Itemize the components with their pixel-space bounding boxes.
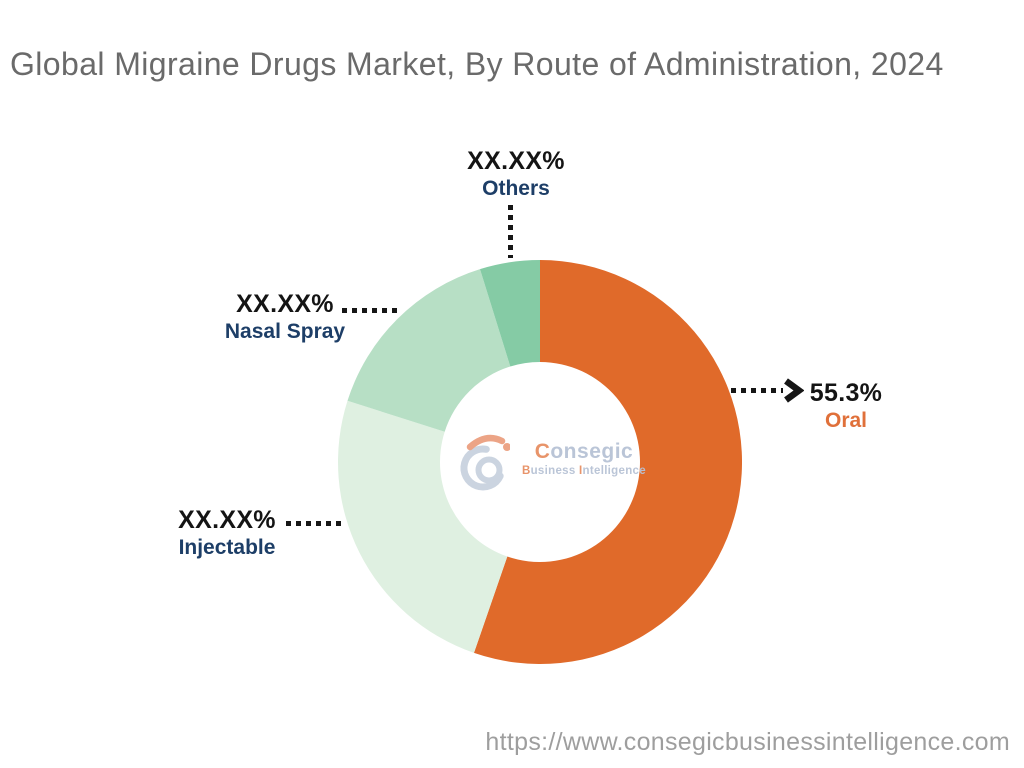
donut-segment-others [480,260,540,367]
donut-chart [338,260,742,664]
injectable-percentage: XX.XX% [178,506,276,534]
injectable-callout: XX.XX% Injectable [147,507,307,560]
oral-callout: 55.3% Oral [766,380,926,433]
donut-segment-injectable [338,400,508,653]
nasal-spray-percentage: XX.XX% [236,290,334,318]
oral-leader-line [731,388,783,393]
consegic-logo-icon [460,434,510,491]
nasal-spray-leader-line [342,308,398,313]
oral-percentage: 55.3% [809,379,883,407]
donut-segment-nasal-spray [347,269,511,432]
others-leader-line [508,205,513,258]
watermark-brand: Consegic [534,440,634,463]
injectable-leader-line [286,521,343,526]
others-callout: XX.XX% Others [436,148,596,201]
consegic-watermark: Consegic Business Intelligence [458,430,646,494]
watermark-tagline: Business Intelligence [522,465,646,477]
chart-title: Global Migraine Drugs Market, By Route o… [10,46,944,82]
injectable-category-label: Injectable [178,536,276,559]
arrow-right-icon [784,378,804,403]
source-url: https://www.consegicbusinessintelligence… [485,728,1010,756]
donut-segment-oral [473,260,742,664]
oral-category-label: Oral [824,409,868,432]
others-category-label: Others [482,177,550,200]
others-percentage: XX.XX% [467,147,565,175]
nasal-spray-callout: XX.XX% Nasal Spray [205,291,365,344]
watermark-text: Consegic Business Intelligence [522,430,646,478]
nasal-spray-category-label: Nasal Spray [224,320,346,343]
